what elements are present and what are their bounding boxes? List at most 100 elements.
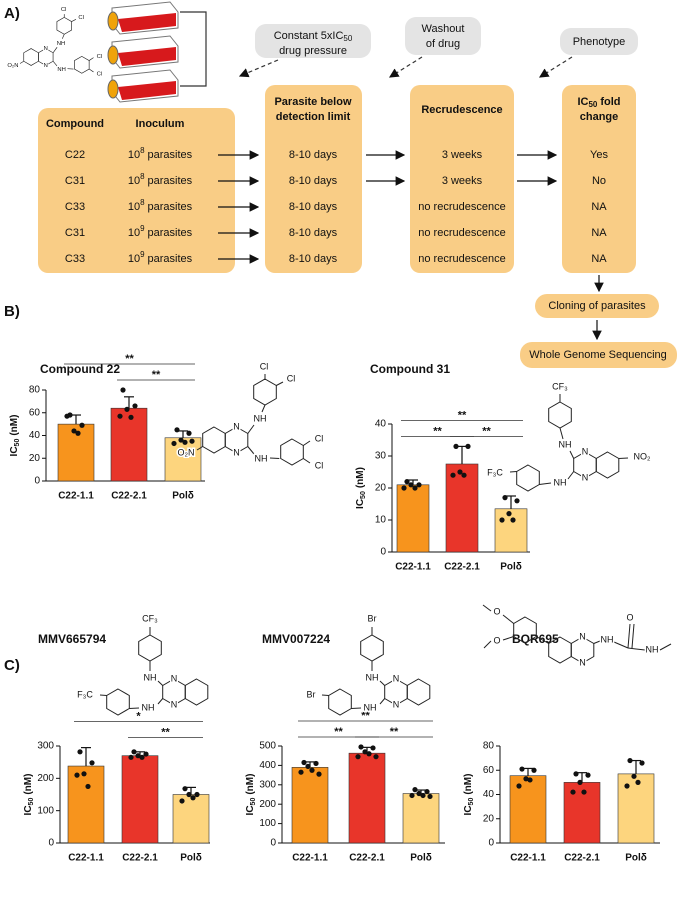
inoculum: 108 parasites bbox=[128, 172, 193, 187]
atom-label: NH bbox=[554, 477, 567, 487]
y-tick-label: 80 bbox=[29, 385, 41, 396]
bar bbox=[67, 765, 105, 844]
data-point bbox=[305, 763, 311, 769]
atom-label: Cl bbox=[287, 373, 296, 383]
data-point bbox=[128, 754, 134, 760]
data-point bbox=[527, 777, 533, 783]
y-axis-label: IC bbox=[355, 499, 366, 509]
atom-label: N bbox=[233, 447, 240, 457]
structure: CF₃ NH F₃C NH N N bbox=[76, 612, 209, 716]
detection-value: 8-10 days bbox=[289, 253, 338, 265]
data-point bbox=[453, 443, 459, 449]
data-point bbox=[182, 786, 188, 792]
bond bbox=[569, 450, 575, 459]
y-tick-label: 40 bbox=[29, 430, 41, 441]
data-point bbox=[189, 438, 195, 444]
atom-label: Cl bbox=[78, 15, 84, 21]
significance-label: * bbox=[136, 711, 141, 723]
y-tick-label: 20 bbox=[29, 453, 41, 464]
significance-label: ** bbox=[161, 727, 170, 739]
inoculum: 10 bbox=[128, 253, 140, 265]
data-point bbox=[186, 430, 192, 436]
y-axis-label: (nM) bbox=[245, 774, 256, 795]
callout-box bbox=[560, 28, 638, 55]
inoculum: 9 bbox=[140, 224, 145, 233]
inoculum: 8 bbox=[140, 146, 145, 155]
dashed-arrow bbox=[388, 56, 423, 78]
fold-change-value: No bbox=[592, 175, 606, 187]
bond bbox=[157, 680, 164, 686]
data-point bbox=[639, 760, 645, 766]
data-point bbox=[355, 754, 361, 760]
bar bbox=[172, 794, 210, 844]
y-axis-label: IC bbox=[463, 805, 474, 815]
data-point bbox=[427, 793, 433, 800]
data-point bbox=[519, 766, 525, 772]
x-tick-label: C22-1.1 bbox=[58, 491, 94, 502]
structure: Br NH Br NH N N bbox=[305, 612, 431, 716]
atom-label: O₂N bbox=[178, 447, 195, 457]
y-tick-label: 0 bbox=[380, 547, 386, 558]
bond bbox=[71, 19, 77, 22]
dashed-arrow bbox=[238, 59, 279, 78]
bond bbox=[52, 61, 58, 67]
fold-change-value: NA bbox=[591, 227, 607, 239]
y-axis-label: (nM) bbox=[355, 467, 366, 488]
atom-label: N bbox=[579, 657, 586, 667]
atom-label: NH bbox=[57, 67, 65, 73]
atom-label: N bbox=[233, 421, 240, 431]
atom-label: NH bbox=[364, 702, 377, 712]
detection-value: 8-10 days bbox=[289, 149, 338, 161]
data-point bbox=[366, 751, 372, 757]
callout-text: Constant 5xIC50 bbox=[274, 30, 353, 43]
chart-title: MMV007224 bbox=[262, 632, 330, 646]
inoculum: parasites bbox=[148, 201, 193, 213]
inoculum: 10 bbox=[128, 227, 140, 239]
compound: C31 bbox=[65, 175, 85, 187]
column-header: detection limit bbox=[276, 111, 351, 123]
inoculum: parasites bbox=[148, 227, 193, 239]
y-axis-label: 50 bbox=[14, 439, 21, 447]
y-axis-label: IC bbox=[9, 446, 20, 456]
data-point bbox=[573, 771, 579, 777]
x-tick-label: Polδ bbox=[410, 853, 432, 864]
structure: Cl Cl NH O₂N N N NH Cl Cl bbox=[176, 360, 325, 472]
data-point bbox=[194, 791, 200, 798]
chart-title: Compound 31 bbox=[370, 362, 450, 376]
y-tick-label: 20 bbox=[375, 483, 387, 494]
ring bbox=[516, 464, 540, 492]
bond bbox=[261, 404, 266, 413]
bond bbox=[536, 636, 549, 644]
ring bbox=[56, 16, 72, 35]
data-point bbox=[516, 783, 522, 789]
data-point bbox=[370, 745, 376, 751]
atom-label: N bbox=[44, 46, 48, 52]
x-tick-label: Polδ bbox=[172, 491, 194, 502]
bond bbox=[627, 647, 646, 651]
recrudescence-value: 3 weeks bbox=[442, 149, 483, 161]
compound: C31 bbox=[65, 227, 85, 239]
column-header: IC bbox=[577, 96, 588, 108]
atom-label: Cl bbox=[315, 433, 324, 443]
data-point bbox=[186, 791, 192, 798]
atom-label: NH bbox=[254, 413, 267, 423]
data-point bbox=[457, 469, 463, 475]
bond bbox=[631, 623, 635, 649]
data-point bbox=[131, 749, 137, 755]
column-header: fold bbox=[600, 96, 620, 108]
column-header: Compound bbox=[46, 118, 104, 130]
data-point bbox=[581, 789, 587, 795]
data-point bbox=[132, 403, 138, 409]
fold-change-value: NA bbox=[591, 253, 607, 265]
data-point bbox=[77, 749, 83, 755]
data-point bbox=[502, 495, 508, 501]
bar bbox=[164, 437, 202, 482]
data-point bbox=[499, 517, 505, 523]
ring bbox=[138, 634, 162, 662]
y-axis-label: IC50 (nM) bbox=[463, 774, 475, 816]
data-point bbox=[416, 482, 422, 488]
panel-label: B) bbox=[4, 303, 20, 320]
structure: CF₃ NH F₃C NH N N NO₂ bbox=[486, 380, 653, 492]
atom-label: NH bbox=[57, 41, 65, 47]
x-tick-label: Polδ bbox=[180, 853, 202, 864]
